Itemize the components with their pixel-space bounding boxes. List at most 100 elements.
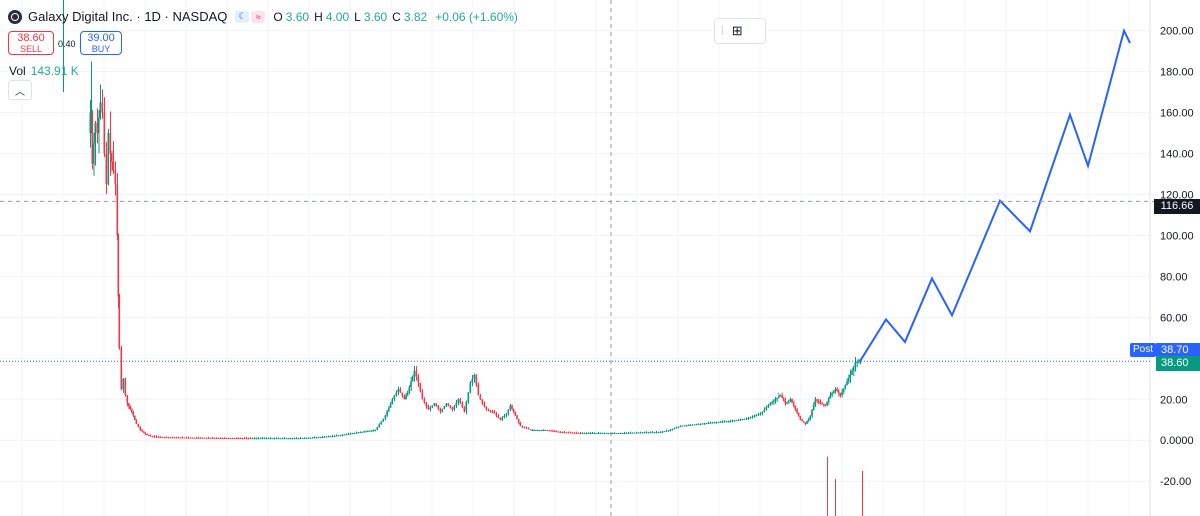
candle-body <box>697 424 700 426</box>
candle-body <box>131 409 133 413</box>
candle-body <box>245 438 248 440</box>
candle-body <box>473 374 476 379</box>
candle-body <box>457 399 460 403</box>
moon-icon[interactable]: ☾ <box>235 10 250 23</box>
candle-body <box>844 384 847 389</box>
y-tick-label: 80.00 <box>1160 271 1188 283</box>
candle-body <box>639 432 642 434</box>
candle-body <box>619 433 622 435</box>
candle-body <box>735 420 738 422</box>
candle-body <box>185 437 188 439</box>
candle-body <box>787 400 790 403</box>
crosshair-price-label: 116.66 <box>1154 199 1200 214</box>
candle-body <box>471 378 474 383</box>
candle-body <box>635 432 638 434</box>
candle-body <box>538 430 541 431</box>
candle-body <box>489 410 492 412</box>
candle-body <box>384 415 387 419</box>
candle-body <box>689 424 692 426</box>
y-tick-label: 120.00 <box>1160 190 1194 202</box>
chevron-up-icon: ︿ <box>15 86 25 98</box>
indicator-pills[interactable]: ☾ ≈ <box>235 10 266 23</box>
candle-body <box>533 430 535 431</box>
candle-body <box>301 438 304 440</box>
candle-body <box>378 424 381 428</box>
candle-body <box>96 122 99 134</box>
close-value: 3.82 <box>403 9 428 24</box>
candle-body <box>431 405 434 408</box>
candle-body <box>577 432 580 434</box>
candle-body <box>357 432 360 434</box>
candle-body <box>167 437 170 439</box>
volume-label: Vol <box>9 64 26 78</box>
candle-body <box>695 424 698 426</box>
candle-body <box>255 438 258 440</box>
candle-body <box>529 429 532 431</box>
candle-body <box>159 436 162 438</box>
candle-body <box>171 437 174 439</box>
candle-body <box>329 436 332 438</box>
wave-icon[interactable]: ≈ <box>251 10 266 23</box>
candle-body <box>241 438 244 440</box>
candle-body <box>597 433 600 435</box>
candle-body <box>225 437 228 439</box>
candle-body <box>349 433 352 435</box>
candle-body <box>546 430 548 431</box>
candle-body <box>784 400 787 404</box>
candle-body <box>132 412 135 416</box>
candle-body <box>507 409 510 414</box>
buy-button[interactable]: 39.00 BUY <box>80 31 122 55</box>
candle-body <box>187 437 190 439</box>
candle-body <box>747 418 750 420</box>
candle-body <box>437 406 440 409</box>
candle-body <box>410 381 412 387</box>
candle-body <box>737 419 740 421</box>
projection-line[interactable] <box>859 27 1131 362</box>
candle-body <box>589 433 592 435</box>
sell-price: 38.60 <box>17 32 45 44</box>
collapse-legend-button[interactable]: ︿ <box>8 80 32 100</box>
candle-body <box>293 438 296 440</box>
candle-body <box>227 437 230 439</box>
candle-body <box>305 437 308 439</box>
drag-handle-icon[interactable]: ⁞ <box>721 25 724 37</box>
candle-body <box>812 404 815 411</box>
candle-body <box>796 409 798 413</box>
candle-body <box>203 437 206 439</box>
candle-body <box>631 432 634 434</box>
close-label: C <box>392 9 401 24</box>
candle-body <box>503 415 506 418</box>
candle-body <box>643 432 646 434</box>
layout-toolbar[interactable]: ⁞ ⊞ <box>714 18 766 44</box>
candle-body <box>114 169 117 185</box>
volume-bar <box>827 456 828 516</box>
candle-body <box>679 425 682 427</box>
galaxy-logo-icon <box>8 9 22 24</box>
candle-body <box>849 374 852 379</box>
candle-body <box>751 416 754 418</box>
candle-body <box>211 437 214 439</box>
candle-body <box>623 432 626 434</box>
candle-body <box>372 430 375 432</box>
candle-body <box>275 438 278 440</box>
candle-body <box>237 438 240 440</box>
candle-body <box>837 391 840 394</box>
candle-body <box>555 431 558 433</box>
volume-bars <box>63 0 863 516</box>
candle-body <box>103 112 106 154</box>
price-axis[interactable]: 200.00 180.00 160.00 140.00 120.00 100.00 80.0… <box>1160 26 1194 488</box>
candle-body <box>527 428 530 430</box>
last-price-label: 38.60 <box>1156 356 1200 371</box>
candle-body <box>801 419 803 422</box>
candle-body <box>455 402 458 407</box>
candle-body <box>771 402 773 404</box>
sell-button[interactable]: 38.60 SELL <box>8 31 54 55</box>
add-layout-icon[interactable]: ⊞ <box>731 23 743 38</box>
candle-body <box>593 433 596 435</box>
y-tick-label: 200.00 <box>1160 26 1194 38</box>
candle-body <box>677 426 680 428</box>
candle-body <box>509 405 512 410</box>
symbol-title[interactable]: Galaxy Digital Inc. · 1D · NASDAQ <box>28 9 228 24</box>
candle-body <box>854 362 857 367</box>
